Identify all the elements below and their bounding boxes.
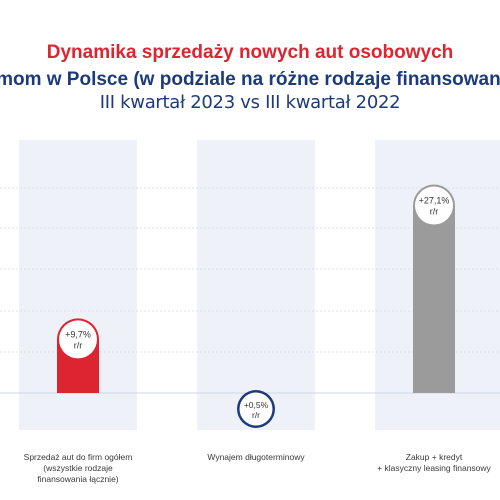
category-label-2: Wynajem długoterminowy: [207, 452, 305, 462]
value-bubble-2: [239, 392, 273, 426]
value-label-2: +0,5%: [244, 400, 269, 410]
bar-3: [413, 184, 455, 393]
value-unit-3: r/r: [430, 207, 439, 217]
value-label-3: +27,1%: [419, 196, 450, 206]
value-unit-2: r/r: [252, 410, 260, 420]
category-label-3: Zakup + kredyt + klasyczny leasing finan…: [377, 452, 491, 473]
value-unit-1: r/r: [74, 340, 83, 350]
chart-subtitle: III kwartał 2023 vs III kwartał 2022: [99, 92, 401, 113]
category-label-1: Sprzedaż aut do firm ogółem (wszystkie r…: [23, 452, 133, 484]
chart-titles: Dynamika sprzedaży nowych aut osobowych …: [0, 0, 500, 140]
chart-title-line-1: Dynamika sprzedaży nowych aut osobowych: [46, 42, 454, 63]
category-band-2: [197, 140, 315, 430]
chart-title-line-2: firmom w Polsce (w podziale na różne rod…: [0, 69, 500, 90]
value-bubble-3: [415, 186, 453, 225]
value-label-1: +9,7%: [65, 329, 91, 339]
value-bubble-1: [59, 320, 97, 359]
category-band-edge: [492, 140, 500, 430]
